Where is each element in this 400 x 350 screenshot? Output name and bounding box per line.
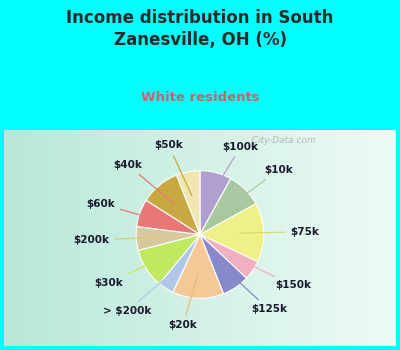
Text: Income distribution in South
Zanesville, OH (%): Income distribution in South Zanesville,…: [66, 9, 334, 49]
Wedge shape: [146, 175, 200, 234]
Wedge shape: [200, 234, 258, 278]
Text: $60k: $60k: [86, 199, 162, 221]
Wedge shape: [136, 226, 200, 250]
Wedge shape: [173, 234, 224, 298]
Text: $10k: $10k: [228, 166, 293, 207]
Wedge shape: [200, 204, 264, 262]
Text: > $200k: > $200k: [103, 267, 178, 316]
Text: $100k: $100k: [211, 142, 258, 196]
Text: $40k: $40k: [113, 160, 174, 204]
Wedge shape: [159, 234, 200, 292]
Text: $200k: $200k: [74, 235, 160, 245]
Text: $20k: $20k: [168, 274, 198, 330]
Wedge shape: [176, 171, 200, 234]
Text: $150k: $150k: [233, 257, 311, 290]
Text: $30k: $30k: [95, 256, 166, 288]
Text: White residents: White residents: [141, 91, 259, 104]
Wedge shape: [200, 171, 231, 234]
Text: $75k: $75k: [240, 227, 320, 237]
Text: City-Data.com: City-Data.com: [246, 135, 316, 145]
Wedge shape: [200, 234, 246, 294]
Text: $50k: $50k: [154, 140, 192, 196]
Text: $125k: $125k: [223, 267, 287, 314]
Wedge shape: [200, 178, 256, 234]
Wedge shape: [138, 234, 200, 284]
Wedge shape: [137, 200, 200, 235]
